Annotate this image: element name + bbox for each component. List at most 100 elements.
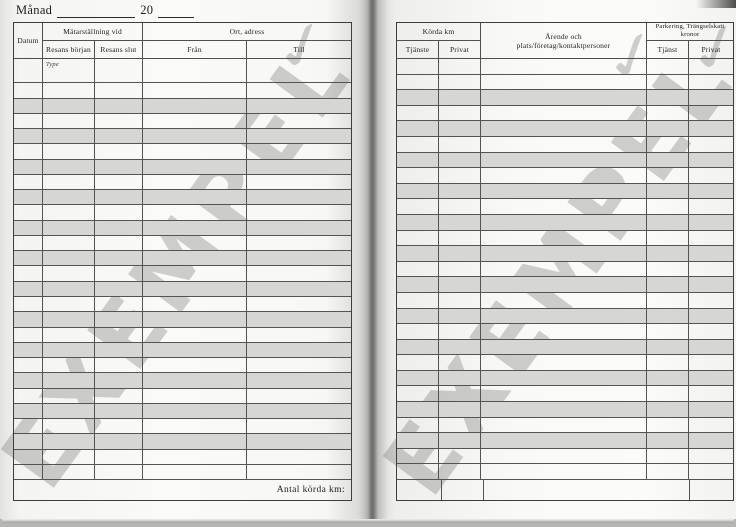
- body-cell: [14, 235, 43, 251]
- body-cell: [43, 358, 95, 373]
- body-cell: [397, 214, 439, 230]
- table-row: [397, 183, 733, 200]
- body-cell: [247, 99, 351, 113]
- body-cell: [95, 327, 143, 342]
- body-cell: [247, 312, 351, 326]
- body-cell: [14, 98, 43, 113]
- table-row: [14, 190, 351, 206]
- left-table-header: Datum Mätarställning vid Ort, adress Res…: [14, 23, 351, 59]
- table-row: [14, 144, 351, 160]
- body-cell: [397, 448, 439, 464]
- body-cell: [95, 83, 143, 98]
- table-row: [14, 205, 351, 221]
- body-cell: [481, 355, 647, 370]
- body-cell: [95, 281, 143, 296]
- body-cell: [397, 152, 439, 168]
- body-cell: [689, 340, 733, 355]
- col-header-to: Till: [293, 44, 305, 54]
- body-cell: [689, 215, 733, 230]
- body-cell: [43, 129, 95, 144]
- body-cell: [439, 136, 481, 152]
- body-cell: [43, 403, 95, 419]
- body-cell: [439, 417, 481, 433]
- body-cell: [14, 434, 43, 449]
- body-cell: [143, 59, 247, 83]
- body-cell: [481, 292, 647, 308]
- body-cell: [247, 114, 351, 128]
- body-cell: [95, 129, 143, 144]
- body-cell: [439, 292, 481, 308]
- body-cell: [43, 98, 95, 113]
- body-cell: [397, 74, 439, 90]
- table-row: [397, 292, 733, 309]
- body-cell: [397, 261, 439, 277]
- body-cell: [14, 449, 43, 464]
- body-cell: [143, 296, 247, 312]
- body-cell: [647, 370, 689, 386]
- body-cell: [439, 277, 481, 292]
- month-fill-line: [57, 5, 136, 18]
- body-cell: [481, 199, 647, 214]
- body-cell: [43, 373, 95, 388]
- body-cell: [247, 175, 351, 189]
- col-header-datum: Datum: [14, 23, 43, 58]
- body-cell: [689, 168, 733, 183]
- table-row: [397, 433, 733, 449]
- body-cell: [14, 205, 43, 220]
- body-cell: [143, 419, 247, 434]
- footer-cell: [484, 480, 690, 500]
- body-cell: [647, 386, 689, 402]
- body-cell: [43, 174, 95, 190]
- body-cell: [397, 230, 439, 246]
- body-cell: [397, 464, 439, 480]
- body-cell: [397, 183, 439, 199]
- body-cell: [397, 370, 439, 386]
- body-cell: [647, 308, 689, 324]
- body-cell: [247, 282, 351, 296]
- body-cell: [481, 214, 647, 230]
- body-cell: [247, 450, 351, 464]
- body-cell: [143, 235, 247, 251]
- table-row: [14, 434, 351, 450]
- page-corner-shadow: [696, 0, 736, 8]
- body-cell: [439, 402, 481, 417]
- body-cell: [43, 220, 95, 235]
- body-cell: [689, 402, 733, 417]
- table-row: [397, 277, 733, 293]
- table-row: [397, 370, 733, 387]
- body-cell: [689, 433, 733, 448]
- body-cell: [647, 246, 689, 261]
- col-header-business-km: Tjänste: [397, 40, 439, 58]
- body-cell: [95, 174, 143, 190]
- body-cell: [647, 417, 689, 433]
- body-cell: [95, 449, 143, 464]
- body-cell: [689, 90, 733, 105]
- table-row: [397, 59, 733, 75]
- body-cell: [481, 433, 647, 448]
- body-cell: [247, 205, 351, 219]
- body-cell: [439, 308, 481, 324]
- group-header-parking: Parkering, Trängselskatt kronor: [647, 23, 733, 41]
- body-cell: [481, 308, 647, 324]
- body-cell: [647, 105, 689, 121]
- group-header-driven-km: Körda km: [397, 23, 481, 41]
- table-row: [14, 129, 351, 145]
- body-cell: [14, 327, 43, 342]
- body-cell: [689, 371, 733, 386]
- body-cell: [689, 121, 733, 136]
- body-cell: [689, 75, 733, 90]
- table-row: [14, 281, 351, 297]
- body-cell: [647, 74, 689, 90]
- left-table: Datum Mätarställning vid Ort, adress Res…: [13, 22, 352, 501]
- body-cell: [14, 129, 43, 144]
- body-cell: [481, 74, 647, 90]
- body-cell: [43, 159, 95, 174]
- body-cell: [247, 434, 351, 448]
- body-cell: [95, 388, 143, 403]
- col-header-from: Från: [143, 40, 247, 58]
- body-cell: [481, 59, 647, 74]
- errand-line2: plats/företag/kontaktpersoner: [516, 40, 611, 50]
- body-cell: [397, 308, 439, 324]
- month-label: Månad: [16, 3, 53, 17]
